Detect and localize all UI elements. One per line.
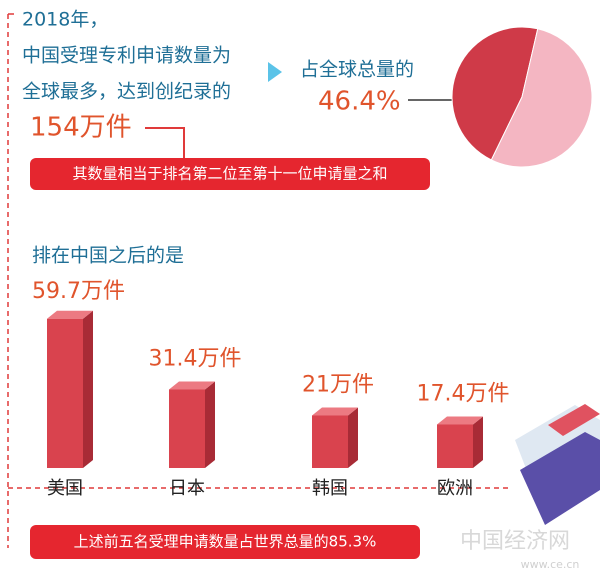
category-label: 欧洲 (437, 478, 473, 499)
bar-side (83, 310, 93, 468)
bar-value-label: 17.4万件 (417, 382, 510, 407)
bar-top (312, 407, 358, 416)
bar (437, 424, 473, 468)
headline-line: 全球最多，达到创纪录的 (22, 81, 231, 103)
watermark-url: www.ce.cn (521, 558, 580, 571)
footer-text: 上述前五名受理申请数量占世界总量的85.3% (74, 533, 377, 551)
bar-caption: 排在中国之后的是 (32, 245, 184, 267)
category-label: 韩国 (312, 478, 348, 499)
pointer (268, 62, 282, 82)
pie-value-label: 46.4% (318, 87, 401, 117)
category-label: 日本 (169, 478, 205, 499)
total: 154万件 (30, 113, 132, 143)
bar-value-label: 59.7万件 (32, 279, 125, 304)
pie-caption: 占全球总量的 (300, 59, 414, 81)
pie-slice (451, 26, 539, 161)
watermark: 中国经济网 (460, 529, 570, 554)
banner-text: 其数量相当于排名第二位至第十一位申请量之和 (72, 165, 387, 183)
bar-side (348, 407, 358, 468)
headline-line: 中国受理专利申请数量为 (22, 45, 231, 67)
footer-banner (30, 525, 420, 559)
bar-top (437, 416, 483, 425)
bar-value-label: 31.4万件 (149, 347, 242, 372)
bar-top (47, 310, 93, 319)
bar-top (169, 381, 215, 390)
bar-side (205, 381, 215, 468)
book-decoration (515, 404, 600, 525)
headline-line: 2018年， (22, 9, 108, 31)
pie-slice (490, 28, 593, 168)
bar-side (473, 416, 483, 468)
connector (145, 127, 185, 158)
bar (169, 389, 205, 468)
banner (30, 158, 430, 190)
category-label: 美国 (47, 478, 83, 499)
bar (312, 415, 348, 468)
bar-value-label: 21万件 (302, 373, 374, 398)
bar (47, 318, 83, 468)
